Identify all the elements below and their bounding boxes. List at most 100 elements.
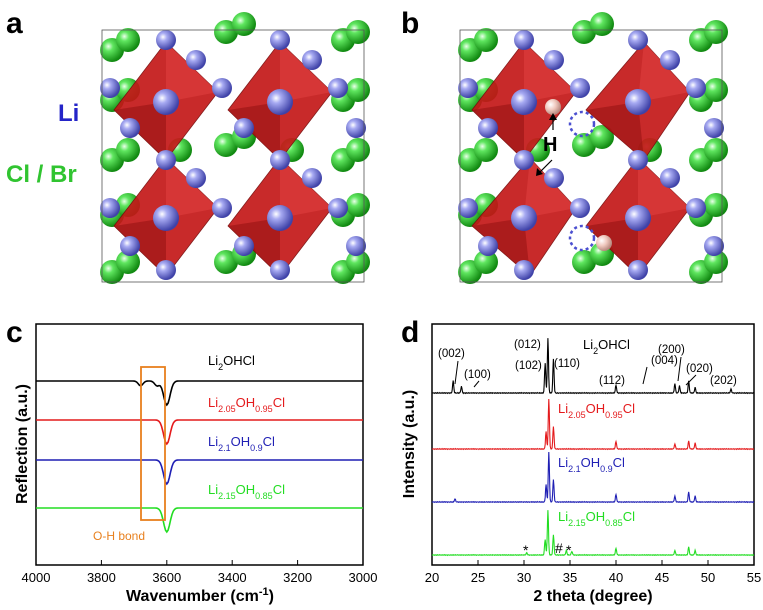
x-axis-label-text: Wavenumber (cm bbox=[126, 588, 259, 605]
plot-frame bbox=[35, 323, 364, 566]
formula-subscript: 0.9 bbox=[250, 443, 263, 453]
x-tick-label: 3600 bbox=[152, 570, 181, 585]
octahedron-face bbox=[586, 102, 644, 160]
lithium-atom bbox=[270, 30, 290, 50]
oh-bond-highlight-box bbox=[140, 366, 166, 521]
formula-text: OH bbox=[236, 482, 256, 497]
impurity-mark: * bbox=[523, 542, 529, 558]
hydrogen-atom bbox=[545, 99, 561, 115]
x-tick-label: 35 bbox=[563, 570, 577, 585]
formula-subscript: 0.85 bbox=[605, 518, 623, 528]
x-tick-label: 50 bbox=[701, 570, 715, 585]
miller-index-label: (002) bbox=[438, 348, 465, 360]
formula-subscript: 0.95 bbox=[255, 404, 273, 414]
oxygen-center-atom bbox=[267, 89, 293, 115]
lithium-atom bbox=[270, 260, 290, 280]
miller-index-label: (202) bbox=[710, 375, 737, 387]
chlorine-atom bbox=[474, 138, 498, 162]
spectrum-line bbox=[36, 507, 363, 534]
lithium-atom bbox=[212, 198, 232, 218]
formula-text: OH bbox=[586, 401, 606, 416]
lithium-atom bbox=[328, 78, 348, 98]
peak-pointer bbox=[685, 374, 697, 386]
chlorine-atom bbox=[346, 20, 370, 44]
oh-bond-annotation: O-H bond bbox=[93, 529, 145, 543]
lithium-atom bbox=[704, 236, 724, 256]
chlorine-atom bbox=[704, 78, 728, 102]
lithium-atom bbox=[686, 198, 706, 218]
oxygen-center-atom bbox=[625, 205, 651, 231]
formula-subscript: 2.1 bbox=[218, 443, 231, 453]
lithium-atom bbox=[234, 236, 254, 256]
octahedron-face bbox=[524, 42, 576, 102]
miller-index-label: (102) bbox=[515, 360, 542, 372]
chlorine-atom bbox=[214, 20, 238, 44]
x-tick-label: 3200 bbox=[283, 570, 312, 585]
octahedron-face bbox=[280, 42, 332, 102]
x-axis-ticks: 20 25 30 35 40 45 50 55 bbox=[425, 560, 761, 585]
lithium-atom bbox=[302, 168, 322, 188]
chlorine-atom bbox=[346, 78, 370, 102]
chlorine-atom bbox=[474, 250, 498, 274]
oxygen-center-atom bbox=[153, 89, 179, 115]
lithium-atom bbox=[328, 198, 348, 218]
crystal-structure-a: a Li Cl / Br bbox=[6, 7, 370, 284]
lithium-atom bbox=[660, 168, 680, 188]
series-labels: Li2OHClLi2.05OH0.95ClLi2.1OH0.9ClLi2.15O… bbox=[558, 337, 635, 528]
chlorine-atom bbox=[590, 125, 614, 149]
x-tick-label: 30 bbox=[517, 570, 531, 585]
formula-subscript: 0.95 bbox=[605, 410, 623, 420]
lithium-atom bbox=[302, 50, 322, 70]
chlorine-atom bbox=[572, 133, 596, 157]
formula-text: Li bbox=[208, 482, 218, 497]
peak-pointer bbox=[677, 356, 682, 382]
lithium-atom bbox=[234, 118, 254, 138]
miller-index-label: (110) bbox=[554, 358, 580, 370]
formula-text: Li bbox=[208, 353, 218, 368]
formula-text: OH bbox=[236, 395, 256, 410]
octahedron-face bbox=[472, 102, 524, 160]
hydrogen-pointer-arrow bbox=[539, 159, 553, 173]
formula-text: Li bbox=[558, 509, 568, 524]
y-axis-label: Intensity (a.u.) bbox=[401, 390, 418, 498]
octahedron-face bbox=[228, 102, 280, 160]
lithium-atom bbox=[514, 30, 534, 50]
plot-frame bbox=[431, 323, 755, 566]
octahedron-face bbox=[228, 218, 280, 276]
xrd-pattern-line bbox=[431, 398, 755, 451]
spectrum-line bbox=[36, 380, 363, 407]
octahedron-face bbox=[472, 218, 530, 276]
formula-text: OHCl bbox=[598, 337, 630, 352]
formula-text: OH bbox=[231, 434, 251, 449]
lithium-atom bbox=[514, 150, 534, 170]
chlorine-atom bbox=[214, 133, 238, 157]
chlorine-atom bbox=[116, 138, 140, 162]
formula-subscript: 2.05 bbox=[218, 404, 236, 414]
x-tick-label: 25 bbox=[471, 570, 485, 585]
chlorine-atom bbox=[346, 193, 370, 217]
lithium-atom bbox=[544, 168, 564, 188]
formula-subscript: 2.05 bbox=[568, 410, 586, 420]
ir-spectra-chart: c 4000 3800 3600 3400 3200 3000 O-H bond Li2O… bbox=[6, 316, 377, 605]
series-label: Li2.15OH0.85Cl bbox=[208, 482, 285, 501]
spectrum-line bbox=[36, 459, 363, 486]
miller-index-label: (012) bbox=[514, 339, 541, 351]
formula-subscript: 2 bbox=[218, 362, 223, 372]
chlorine-atom bbox=[704, 20, 728, 44]
lithium-atom bbox=[458, 198, 478, 218]
xrd-pattern-line bbox=[431, 510, 755, 557]
x-tick-label: 40 bbox=[609, 570, 623, 585]
oxygen-center-atom bbox=[511, 89, 537, 115]
miller-index-label: (100) bbox=[464, 369, 491, 381]
x-tick-label: 3800 bbox=[87, 570, 116, 585]
x-tick-label: 3400 bbox=[218, 570, 247, 585]
formula-text: Li bbox=[558, 401, 568, 416]
spectrum-line bbox=[36, 419, 363, 446]
series-label: Li2.1OH0.9Cl bbox=[208, 434, 275, 453]
series-label: Li2.1OH0.9Cl bbox=[558, 455, 625, 474]
formula-subscript: 0.9 bbox=[600, 464, 613, 474]
arrow-head bbox=[549, 113, 557, 120]
lithium-atom bbox=[628, 150, 648, 170]
lithium-atom bbox=[100, 78, 120, 98]
